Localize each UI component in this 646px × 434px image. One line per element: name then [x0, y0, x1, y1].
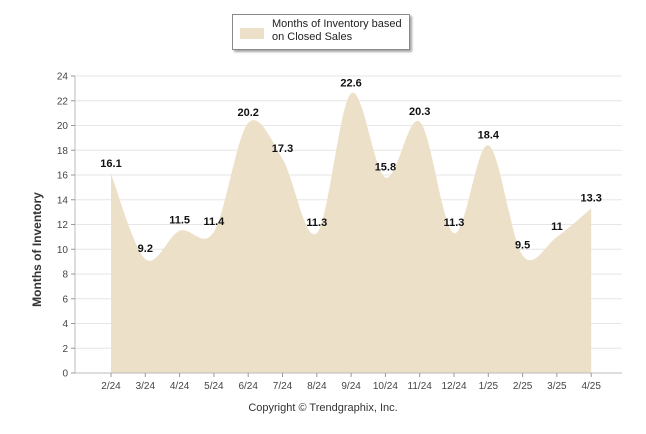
- x-tick-label: 8/24: [307, 381, 327, 392]
- data-label: 11.3: [306, 217, 327, 229]
- x-tick-label: 10/24: [373, 381, 398, 392]
- y-tick-label: 18: [57, 146, 69, 157]
- data-label: 11: [551, 221, 563, 233]
- y-tick-label: 16: [57, 171, 69, 182]
- x-tick-label: 4/25: [581, 381, 601, 392]
- data-label: 16.1: [100, 158, 121, 170]
- x-tick-label: 2/25: [513, 381, 533, 392]
- legend-swatch: [240, 28, 264, 39]
- x-tick-label: 3/25: [547, 381, 567, 392]
- y-tick-label: 4: [62, 319, 68, 330]
- y-tick-label: 14: [57, 195, 69, 206]
- data-label: 20.3: [409, 106, 430, 118]
- x-tick-label: 6/24: [238, 381, 258, 392]
- x-tick-label: 11/24: [408, 381, 433, 392]
- y-axis-title: Months of Inventory: [30, 192, 44, 307]
- data-label: 18.4: [478, 129, 500, 141]
- data-label: 13.3: [580, 192, 601, 204]
- x-tick-label: 4/24: [170, 381, 190, 392]
- x-tick-label: 3/24: [136, 381, 156, 392]
- x-tick-labels: 2/24 3/24 4/24 5/24 6/24 7/24 8/24 9/24 10/24 11/…: [101, 381, 601, 392]
- y-tick-label: 2: [62, 344, 68, 355]
- y-tick-label: 6: [62, 294, 68, 305]
- x-tick-label: 1/25: [479, 381, 499, 392]
- data-label: 11.4: [203, 216, 225, 228]
- legend-label-line2: on Closed Sales: [272, 31, 353, 43]
- copyright-credit: Copyright © Trendgraphix, Inc.: [248, 402, 398, 414]
- data-label: 15.8: [375, 161, 396, 173]
- data-label: 11.5: [169, 215, 190, 227]
- legend-label-line1: Months of Inventory based: [272, 18, 402, 30]
- area-series: [111, 92, 592, 373]
- x-tick-label: 5/24: [204, 381, 224, 392]
- x-tick-label: 9/24: [341, 381, 361, 392]
- y-tick-label: 12: [57, 220, 69, 231]
- legend[interactable]: Months of Inventory based on Closed Sale…: [232, 14, 410, 50]
- data-label: 9.2: [138, 243, 153, 255]
- x-tick-label: 2/24: [101, 381, 121, 392]
- data-label: 11.3: [444, 217, 465, 229]
- y-tick-label: 20: [57, 121, 69, 132]
- data-label: 17.3: [272, 143, 293, 155]
- data-label: 9.5: [515, 239, 530, 251]
- legend-label: Months of Inventory based on Closed Sale…: [272, 18, 408, 44]
- y-tick-label: 8: [62, 270, 68, 281]
- data-label: 22.6: [340, 77, 361, 89]
- y-tick-label: 22: [57, 96, 69, 107]
- axes: [71, 75, 622, 377]
- data-label: 20.2: [237, 107, 258, 119]
- y-tick-label: 10: [57, 245, 69, 256]
- y-tick-label: 24: [57, 72, 69, 83]
- y-tick-label: 0: [62, 369, 68, 380]
- area-fill: [111, 92, 592, 373]
- data-labels: 16.1 9.2 11.5 11.4 20.2 17.3 11.3 22.6 15.8 20.3 1…: [100, 77, 602, 255]
- x-tick-label: 12/24: [441, 381, 466, 392]
- x-tick-label: 7/24: [273, 381, 293, 392]
